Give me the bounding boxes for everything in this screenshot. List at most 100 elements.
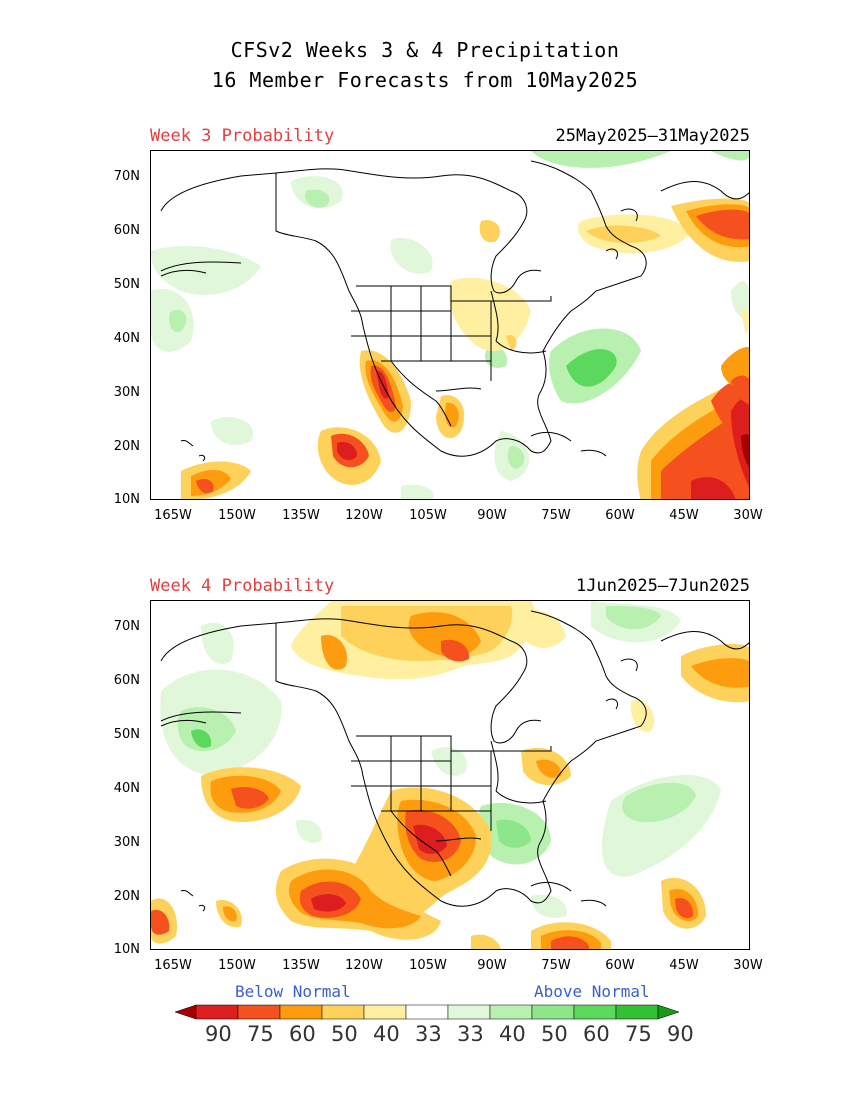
lon-tick-label: 45W: [669, 508, 699, 523]
week3-above-area: [151, 246, 261, 295]
lat-tick-label: 50N: [113, 727, 140, 742]
week3-below-area: [506, 334, 517, 351]
colorbar-swatch: [279, 1004, 323, 1020]
week3-below-area: [741, 308, 749, 336]
lat-tick-label: 70N: [113, 619, 140, 634]
colorbar-swatch: [531, 1004, 575, 1020]
legend-value: 50: [541, 1022, 568, 1046]
week4-below-area: [441, 639, 470, 662]
week4-below-area: [675, 898, 694, 919]
week4-panel-label: Week 4 Probability: [150, 576, 335, 596]
week3-date-range: 25May2025—31May2025: [555, 126, 750, 146]
week4-map: [150, 600, 750, 950]
colorbar-swatch: [237, 1004, 281, 1020]
lon-tick-label: 90W: [477, 508, 507, 523]
week4-date-range: 1Jun2025—7Jun2025: [576, 576, 750, 596]
legend-value: 75: [247, 1022, 274, 1046]
week3-above-area: [211, 417, 253, 445]
lat-tick-label: 30N: [113, 385, 140, 400]
lat-tick-label: 70N: [113, 169, 140, 184]
lon-tick-label: 75W: [541, 508, 571, 523]
week4-below-area: [223, 906, 237, 922]
week3-below-area: [196, 479, 214, 494]
lat-tick-label: 10N: [113, 492, 140, 507]
lat-tick-label: 40N: [113, 331, 140, 346]
colorbar-swatch: [405, 1004, 449, 1020]
figure-title-line2: 16 Member Forecasts from 10May2025: [211, 68, 639, 92]
colorbar-swatch: [447, 1004, 491, 1020]
week4-below-area: [231, 787, 269, 809]
colorbar-arrow-right: [657, 1004, 680, 1020]
legend-value: 33: [457, 1022, 484, 1046]
week4-below-area: [321, 635, 347, 670]
week3-above-area: [390, 237, 433, 274]
lat-tick-label: 50N: [113, 277, 140, 292]
week3-below-area: [741, 434, 749, 468]
week4-above-area: [177, 707, 236, 751]
week4-below-area: [691, 658, 749, 688]
week3-above-area: [711, 151, 749, 161]
legend-below-label: Below Normal: [235, 982, 351, 1001]
figure-title-line1: CFSv2 Weeks 3 & 4 Precipitation: [230, 38, 620, 62]
lon-tick-label: 165W: [154, 508, 192, 523]
lon-tick-label: 120W: [345, 508, 383, 523]
week3-below-area: [337, 441, 357, 461]
legend-value: 33: [415, 1022, 442, 1046]
week4-below-area: [413, 824, 447, 854]
week3-below-area: [731, 375, 749, 405]
week4-below-area: [551, 936, 589, 949]
lat-tick-label: 30N: [113, 835, 140, 850]
week3-precip-shading: [151, 151, 749, 499]
week3-below-area: [731, 397, 749, 487]
week4-below-area: [151, 909, 170, 935]
colorbar-swatch: [363, 1004, 407, 1020]
lon-tick-label: 150W: [218, 958, 256, 973]
lon-tick-label: 60W: [605, 958, 635, 973]
week4-above-area: [622, 782, 696, 823]
colorbar-swatch: [195, 1004, 239, 1020]
lat-tick-label: 10N: [113, 942, 140, 957]
lon-tick-label: 60W: [605, 508, 635, 523]
legend-value: 40: [499, 1022, 526, 1046]
legend-value: 75: [625, 1022, 652, 1046]
week3-below-area: [449, 277, 531, 351]
legend-value: 90: [667, 1022, 694, 1046]
week4-above-area: [191, 729, 212, 748]
week3-above-area: [305, 189, 330, 208]
week4-above-area: [496, 819, 531, 848]
week4-below-area: [521, 609, 566, 648]
legend-colorbar: [175, 1004, 680, 1020]
week4-coastlines: [160, 610, 749, 912]
lon-tick-label: 105W: [409, 508, 447, 523]
colorbar-swatch: [489, 1004, 533, 1020]
week3-above-area: [531, 151, 671, 168]
lon-tick-label: 120W: [345, 958, 383, 973]
week3-below-area: [479, 220, 501, 243]
legend-value: 90: [205, 1022, 232, 1046]
colorbar-swatch: [573, 1004, 617, 1020]
lon-tick-label: 30W: [733, 508, 763, 523]
legend-value: 40: [373, 1022, 400, 1046]
week3-below-area: [696, 209, 749, 240]
lon-tick-label: 135W: [282, 508, 320, 523]
lon-tick-label: 150W: [218, 508, 256, 523]
week3-coastlines: [160, 160, 749, 462]
lat-tick-label: 40N: [113, 781, 140, 796]
week3-map: [150, 150, 750, 500]
legend-value: 50: [331, 1022, 358, 1046]
week4-above-area: [201, 622, 234, 665]
lat-tick-label: 20N: [113, 439, 140, 454]
week4-below-area: [471, 934, 501, 949]
lon-tick-label: 165W: [154, 958, 192, 973]
week4-below-area: [536, 759, 562, 778]
week3-below-area: [691, 477, 736, 499]
lon-tick-label: 75W: [541, 958, 571, 973]
week3-panel-label: Week 3 Probability: [150, 126, 335, 146]
lat-tick-label: 60N: [113, 223, 140, 238]
lon-tick-label: 90W: [477, 958, 507, 973]
week3-below-area: [586, 225, 661, 243]
week3-above-area: [169, 310, 187, 332]
week4-below-area: [311, 894, 346, 912]
week3-above-area: [401, 484, 434, 499]
week3-above-area: [507, 446, 525, 469]
